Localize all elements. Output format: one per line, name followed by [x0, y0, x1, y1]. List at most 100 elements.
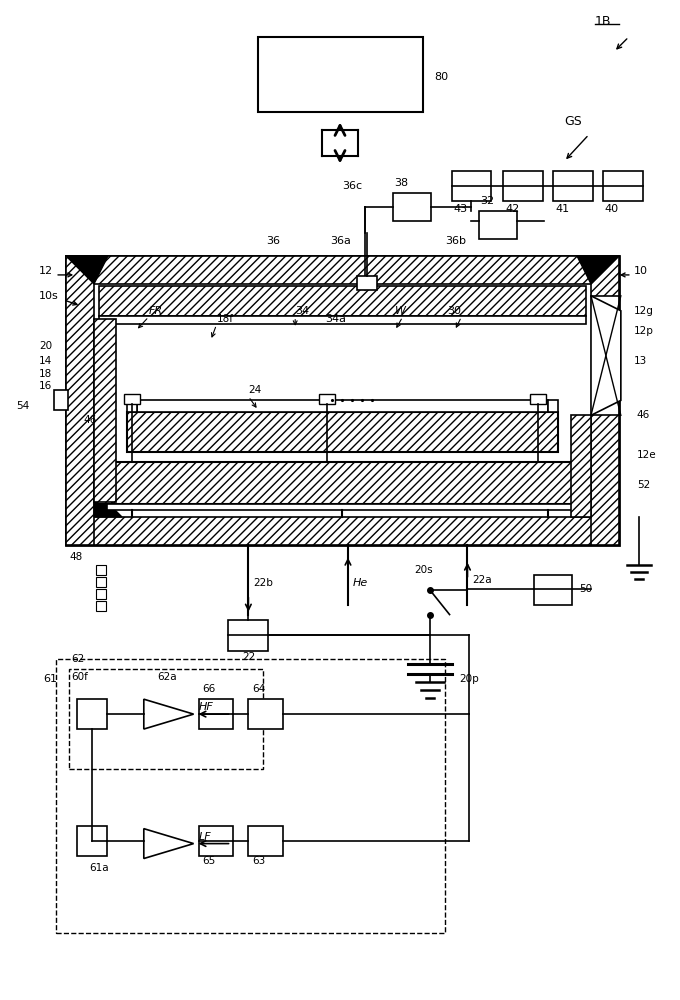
Text: 12g: 12g [634, 306, 653, 316]
Bar [258, 37, 423, 112]
Bar [112, 462, 573, 504]
Text: 61a: 61a [89, 863, 109, 873]
Bar [137, 400, 548, 412]
Text: 36: 36 [267, 236, 280, 246]
Text: 22a: 22a [473, 575, 492, 585]
Bar [94, 319, 116, 502]
Bar [66, 256, 619, 545]
Bar [573, 462, 588, 504]
Text: HF: HF [199, 702, 214, 712]
Text: 43: 43 [454, 204, 468, 214]
Polygon shape [143, 829, 194, 859]
Text: 60f: 60f [71, 672, 88, 682]
Text: 41: 41 [555, 204, 569, 214]
Text: 52: 52 [636, 480, 650, 490]
Polygon shape [143, 699, 194, 729]
Text: 62a: 62a [157, 672, 176, 682]
Bar [548, 400, 558, 412]
Bar [127, 412, 558, 452]
Text: 65: 65 [203, 856, 216, 866]
Text: 64: 64 [252, 684, 266, 694]
Text: 14: 14 [39, 356, 52, 366]
Bar [553, 171, 593, 201]
Bar [107, 504, 578, 510]
Bar [99, 286, 586, 316]
Bar [69, 669, 263, 769]
Text: 18f: 18f [216, 314, 233, 324]
Bar [77, 699, 107, 729]
Bar [591, 256, 619, 296]
Bar [319, 394, 335, 404]
Text: 12p: 12p [634, 326, 653, 336]
Text: 38: 38 [394, 178, 408, 188]
Bar [77, 826, 107, 856]
Bar [127, 400, 137, 412]
Text: 66: 66 [203, 684, 216, 694]
Polygon shape [591, 296, 621, 415]
Bar [96, 577, 106, 587]
Text: GS: GS [564, 115, 582, 128]
Bar [66, 256, 94, 545]
Text: 10: 10 [634, 266, 648, 276]
Bar [199, 699, 233, 729]
Bar [124, 394, 140, 404]
Text: 34a: 34a [325, 314, 346, 324]
Bar [66, 256, 619, 284]
Text: 46: 46 [83, 415, 97, 425]
Text: 36a: 36a [330, 236, 351, 246]
Text: 63: 63 [252, 856, 266, 866]
Bar [603, 171, 643, 201]
Text: 61: 61 [44, 674, 57, 684]
Text: FR: FR [149, 306, 163, 316]
Text: 42: 42 [505, 204, 520, 214]
Text: 20s: 20s [415, 565, 433, 575]
Bar [530, 394, 546, 404]
Polygon shape [94, 489, 122, 517]
Text: He: He [353, 578, 368, 588]
Polygon shape [66, 256, 108, 284]
Text: 22b: 22b [254, 578, 273, 588]
Text: 1B: 1B [595, 15, 611, 28]
Bar [66, 517, 619, 545]
Text: 50: 50 [579, 584, 592, 594]
Text: 30: 30 [447, 306, 462, 316]
Bar [97, 462, 112, 504]
Text: 24: 24 [248, 385, 262, 395]
Text: 16: 16 [39, 381, 52, 391]
Bar [54, 390, 68, 410]
Bar [99, 316, 586, 324]
Text: 32: 32 [481, 196, 494, 206]
Bar [248, 826, 284, 856]
Bar [357, 276, 377, 290]
Bar [479, 211, 517, 239]
Text: W: W [395, 306, 406, 316]
Text: 12e: 12e [636, 450, 656, 460]
Bar [96, 589, 106, 599]
Bar [96, 565, 106, 575]
Bar [452, 171, 492, 201]
Text: 34: 34 [295, 306, 309, 316]
Text: 36c: 36c [342, 181, 362, 191]
Bar [571, 415, 591, 517]
Text: 13: 13 [634, 356, 647, 366]
Bar [503, 171, 543, 201]
Bar [393, 193, 430, 221]
Text: 48: 48 [69, 552, 82, 562]
Text: 80: 80 [435, 72, 449, 82]
Text: LF: LF [199, 832, 211, 842]
Polygon shape [577, 256, 619, 284]
Bar [56, 659, 445, 933]
Bar [96, 601, 106, 611]
Bar [534, 575, 572, 605]
Text: 62: 62 [71, 654, 84, 664]
Bar [248, 699, 284, 729]
Text: 10s: 10s [39, 291, 59, 301]
Text: 18: 18 [39, 369, 52, 379]
Text: 20p: 20p [460, 674, 479, 684]
Bar [228, 620, 269, 651]
Text: 40: 40 [605, 204, 619, 214]
Text: 36b: 36b [445, 236, 466, 246]
Bar [591, 415, 619, 545]
Text: 46: 46 [636, 410, 650, 420]
Text: 54: 54 [16, 401, 29, 411]
